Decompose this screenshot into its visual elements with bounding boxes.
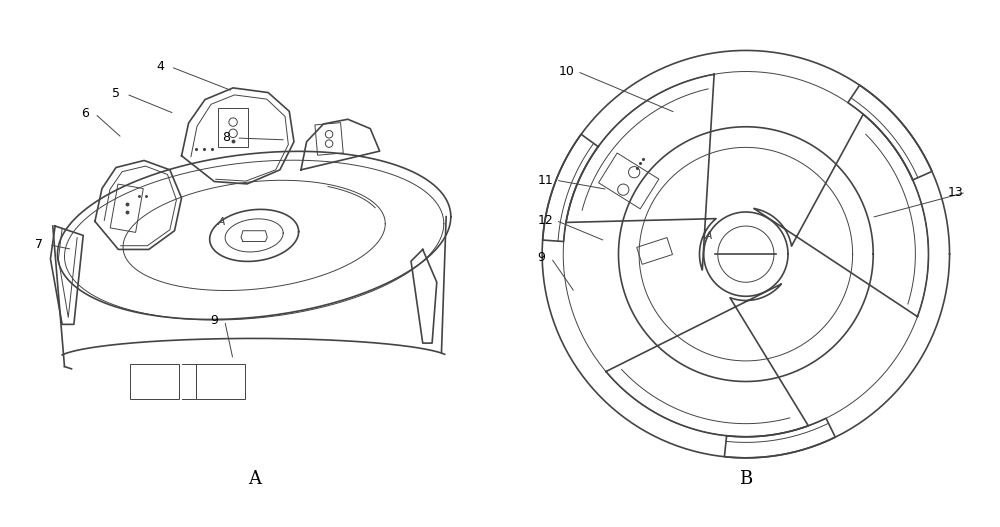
Text: 9: 9 (210, 314, 218, 327)
Text: 7: 7 (35, 238, 43, 251)
Text: 5: 5 (112, 87, 120, 101)
Text: 9: 9 (537, 251, 545, 265)
Text: 4: 4 (157, 60, 164, 73)
Text: A: A (248, 470, 261, 488)
Text: 6: 6 (81, 107, 89, 120)
Text: B: B (739, 470, 752, 488)
Text: 12: 12 (538, 214, 553, 227)
Text: A: A (218, 217, 225, 227)
Text: 10: 10 (559, 65, 575, 78)
Text: A: A (705, 231, 712, 241)
Text: 11: 11 (538, 173, 553, 187)
Text: 8: 8 (222, 132, 230, 144)
Text: 13: 13 (948, 186, 964, 199)
